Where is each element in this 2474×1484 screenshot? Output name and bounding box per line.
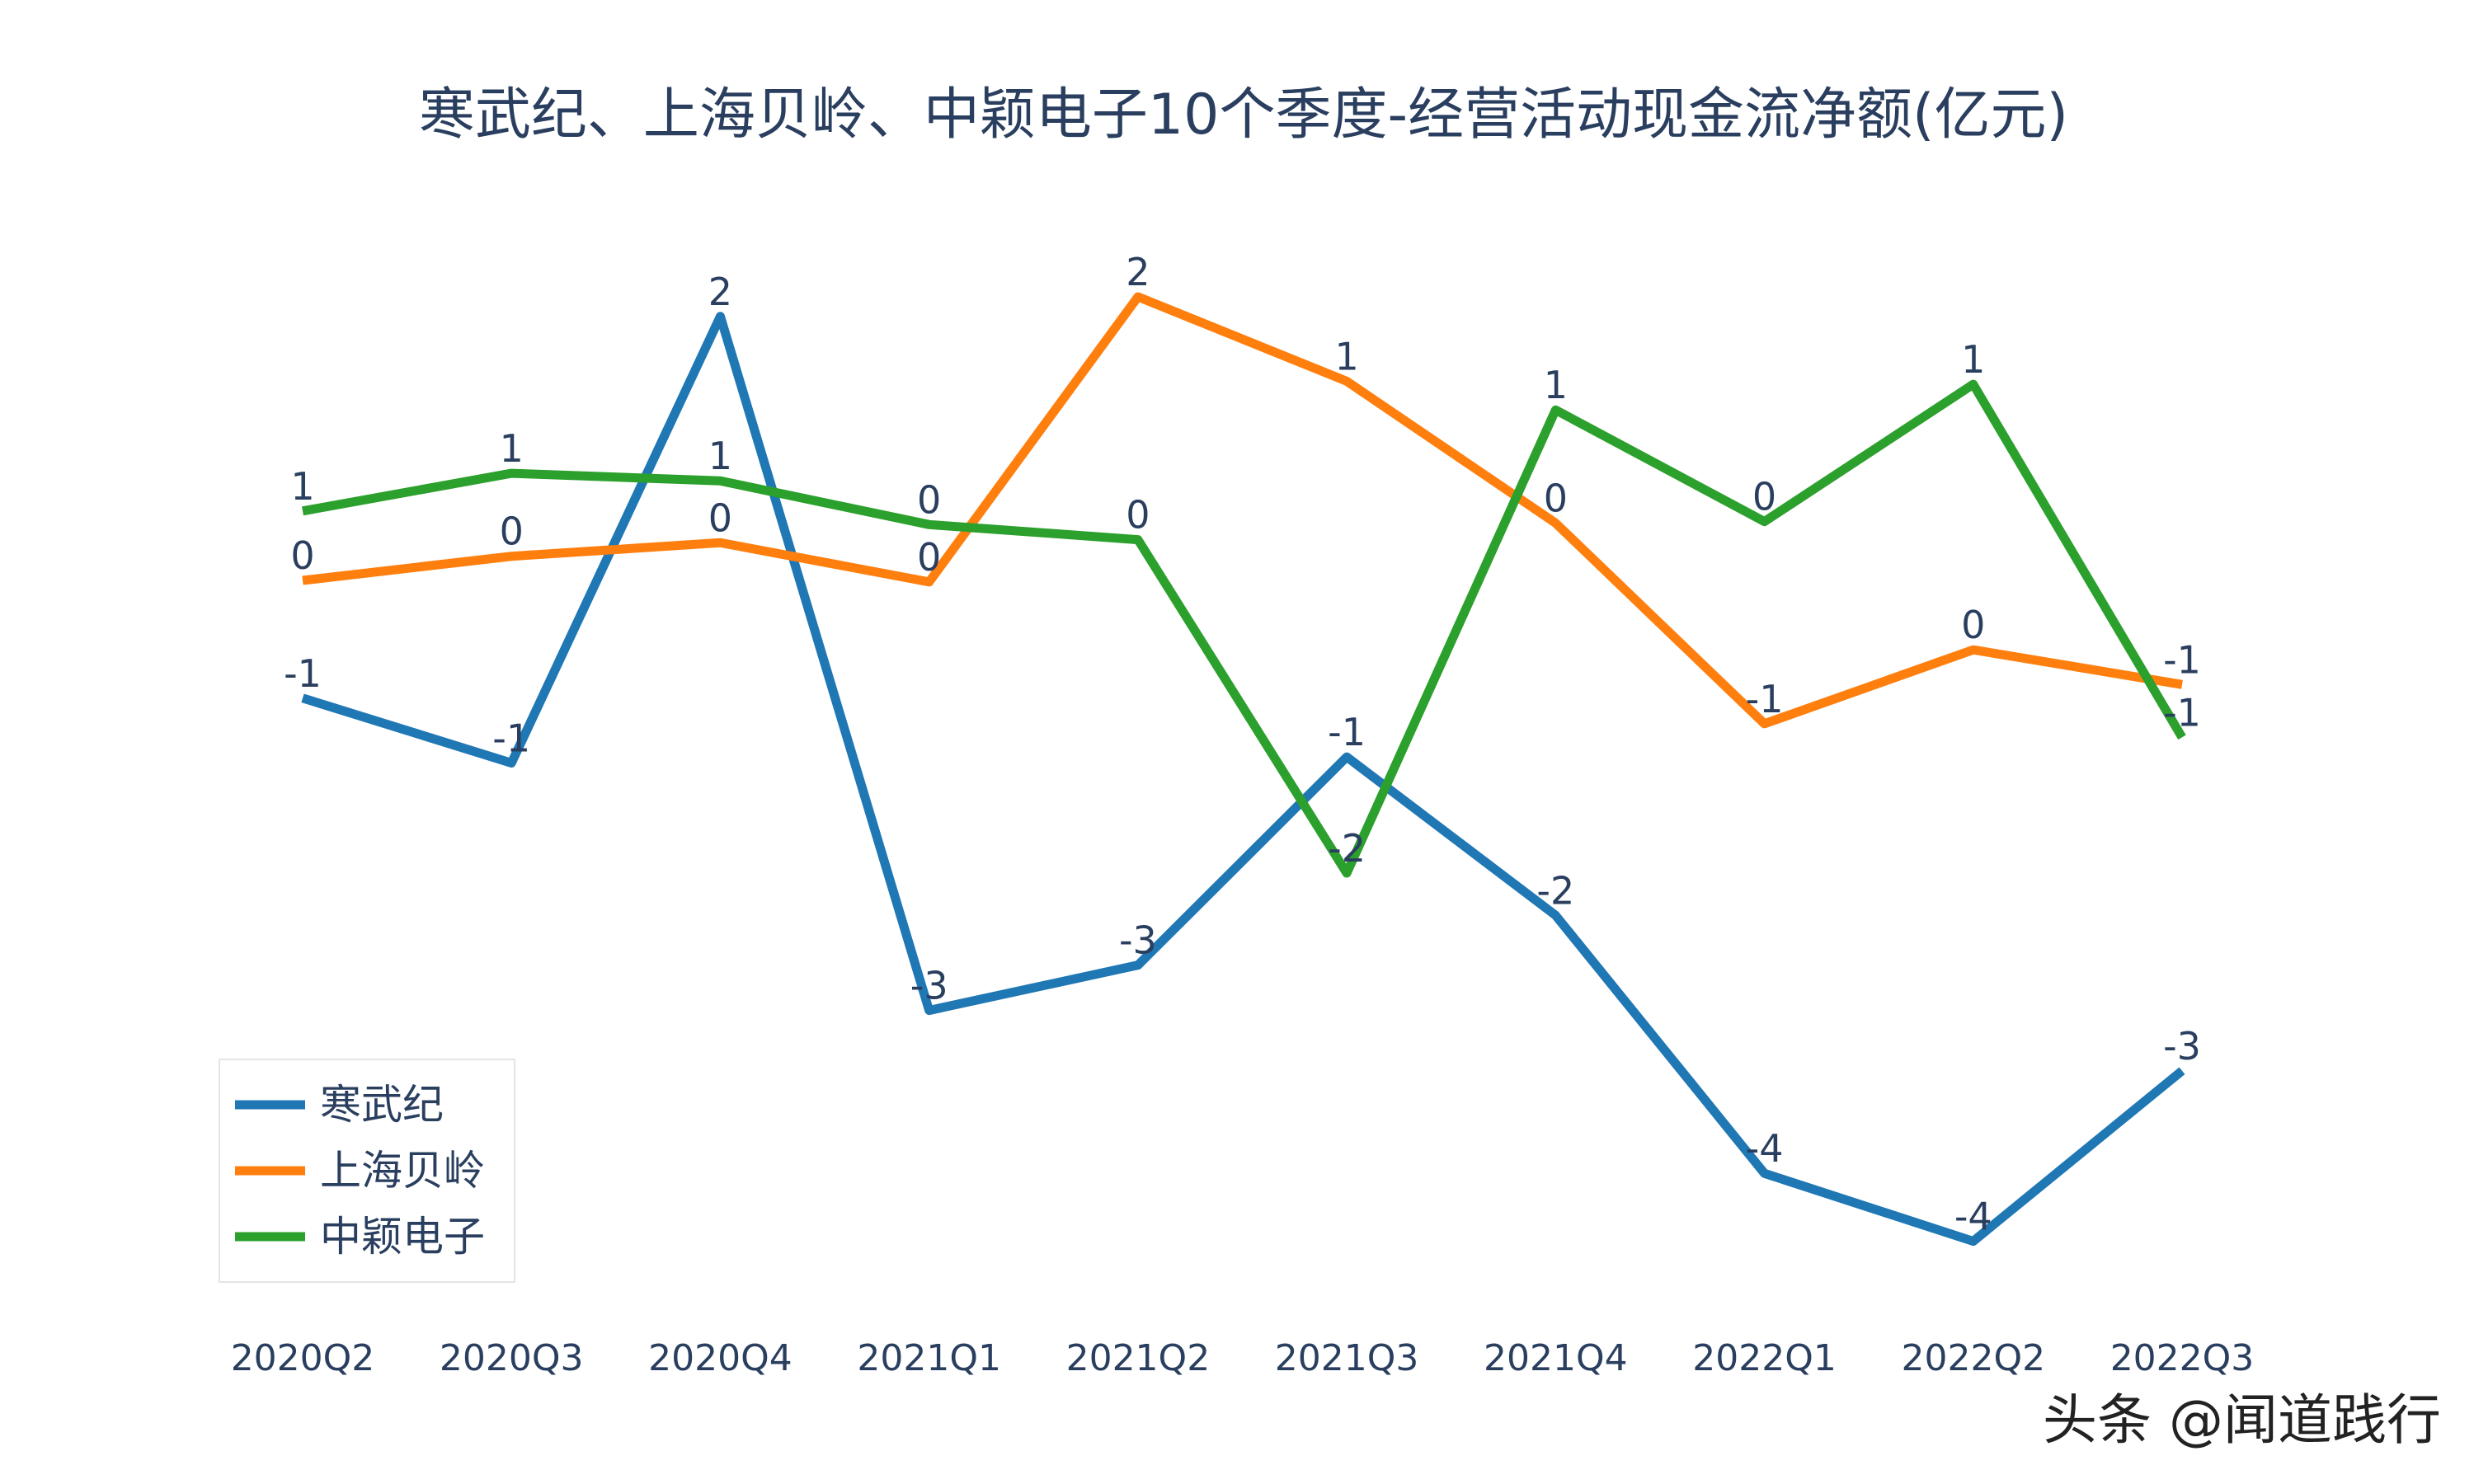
- data-label: -3: [910, 964, 948, 1008]
- data-label: 1: [1334, 334, 1358, 378]
- x-tick-label: 2022Q2: [1901, 1337, 2045, 1379]
- data-label: -4: [1954, 1195, 1992, 1239]
- data-label: -1: [1746, 677, 1784, 721]
- x-tick-label: 2021Q3: [1275, 1337, 1419, 1379]
- legend-item-2[interactable]: 中颖电子: [235, 1213, 485, 1261]
- x-tick-label: 2021Q4: [1484, 1337, 1628, 1379]
- watermark: 头条 @闻道践行: [2043, 1388, 2441, 1452]
- chart-title: 寒武纪、上海贝岭、中颖电子10个季度-经营活动现金流净额(亿元): [419, 82, 2068, 148]
- data-label: -2: [1328, 826, 1366, 871]
- data-label: -3: [1119, 918, 1157, 963]
- x-tick-label: 2021Q1: [857, 1337, 1001, 1379]
- x-tick-label: 2022Q1: [1692, 1337, 1837, 1379]
- x-tick-label: 2020Q4: [648, 1337, 793, 1379]
- data-label: 1: [290, 464, 314, 509]
- series-line-2: [302, 379, 2186, 878]
- data-label: -1: [492, 716, 530, 760]
- data-label: 0: [1544, 476, 1568, 520]
- data-label: 0: [917, 535, 941, 580]
- data-label: 0: [708, 495, 732, 540]
- data-label: -2: [1536, 868, 1574, 913]
- series-line-1: [302, 292, 2183, 729]
- data-label: 0: [917, 477, 941, 522]
- data-label: -4: [1746, 1126, 1784, 1171]
- data-label: 0: [1752, 475, 1776, 519]
- data-label: 2: [708, 270, 732, 314]
- data-label: 1: [1961, 337, 1985, 382]
- x-tick-label: 2020Q2: [231, 1337, 375, 1379]
- x-axis-ticks: 2020Q2 2020Q3 2020Q4 2021Q1 2021Q2 2021Q3 2021…: [231, 1337, 2255, 1379]
- legend-label: 寒武纪: [320, 1081, 444, 1129]
- data-label: 1: [1544, 363, 1568, 407]
- data-label: -1: [2163, 690, 2201, 735]
- series-line-0: [301, 312, 2185, 1247]
- data-label: 0: [1126, 493, 1150, 538]
- data-label: -1: [284, 651, 322, 696]
- data-label: -1: [2163, 637, 2201, 682]
- data-label: 0: [1961, 603, 1985, 647]
- data-label: 0: [500, 510, 524, 554]
- x-tick-label: 2021Q2: [1066, 1337, 1211, 1379]
- x-tick-label: 2022Q3: [2110, 1337, 2255, 1379]
- legend-item-1[interactable]: 上海贝岭: [235, 1147, 485, 1195]
- data-label: -1: [1328, 710, 1366, 754]
- data-label: 0: [290, 533, 314, 578]
- data-labels: -1 -1 2 -3 -3 -1 -2 -4 -4 -3 0 0 0 0 2 1 0 -1 0 -1 1 1 1 0 0 -2 1 0…: [284, 250, 2201, 1239]
- series-lines: [301, 292, 2186, 1247]
- data-label: -3: [2163, 1024, 2201, 1068]
- legend-label: 中颖电子: [320, 1213, 485, 1261]
- legend-item-0[interactable]: 寒武纪: [235, 1081, 444, 1129]
- data-label: 1: [500, 426, 524, 471]
- x-tick-label: 2020Q3: [440, 1337, 584, 1379]
- data-label: 1: [708, 434, 732, 478]
- legend-label: 上海贝岭: [320, 1147, 485, 1195]
- data-label: 2: [1126, 250, 1150, 294]
